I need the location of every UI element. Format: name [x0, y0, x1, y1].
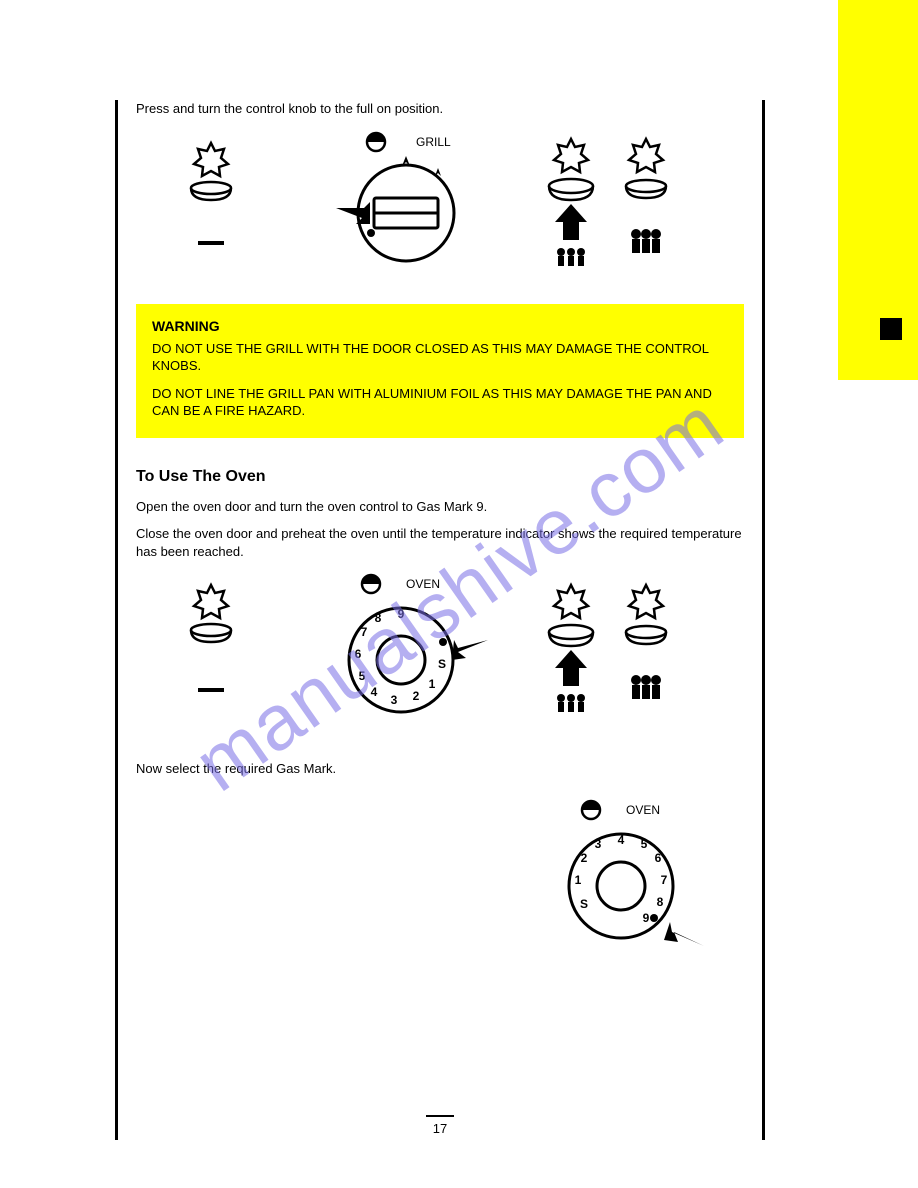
oven-label-1: OVEN: [406, 577, 440, 591]
svg-text:5: 5: [359, 669, 366, 683]
warning-box: WARNING DO NOT USE THE GRILL WITH THE DO…: [136, 304, 744, 438]
svg-text:2: 2: [581, 851, 588, 865]
oven-section-title: To Use The Oven: [136, 468, 744, 486]
oven-dial-select-icon: OVEN 4 3 2 1 S 5 6 7 8 9: [536, 796, 716, 966]
svg-text:4: 4: [371, 685, 378, 699]
side-tab: [838, 0, 918, 380]
grill-diagram: GRILL: [136, 128, 744, 298]
warning-line1: DO NOT USE THE GRILL WITH THE DOOR CLOSE…: [152, 340, 728, 375]
warning-line2: DO NOT LINE THE GRILL PAN WITH ALUMINIUM…: [152, 385, 728, 420]
svg-text:S: S: [580, 897, 588, 911]
burner-left-icon: [176, 138, 246, 278]
burner-right2-group-icon: [536, 580, 706, 740]
oven-diagram-2: OVEN 4 3 2 1 S 5 6 7 8 9: [136, 796, 744, 966]
oven-dial-9-icon: OVEN 9 8 7 6 5 4 3 2 1 S: [316, 570, 496, 740]
svg-text:3: 3: [595, 837, 602, 851]
oven-instr-1: Open the oven door and turn the oven con…: [136, 498, 744, 516]
oven-label-2: OVEN: [626, 803, 660, 817]
instruction-text: Press and turn the control knob to the f…: [136, 100, 744, 118]
page-number: 17: [426, 1115, 454, 1136]
svg-text:S: S: [438, 657, 446, 671]
svg-text:2: 2: [413, 689, 420, 703]
svg-text:1: 1: [429, 677, 436, 691]
pointer-arrow-right-icon: [452, 640, 488, 660]
svg-text:7: 7: [661, 873, 668, 887]
oven-diagram-1: OVEN 9 8 7 6 5 4 3 2 1 S: [136, 570, 744, 750]
svg-text:7: 7: [361, 625, 368, 639]
oven-instr-3: Now select the required Gas Mark.: [136, 760, 744, 778]
manual-page: Press and turn the control knob to the f…: [0, 0, 918, 1188]
svg-text:1: 1: [575, 873, 582, 887]
svg-text:8: 8: [375, 611, 382, 625]
svg-text:5: 5: [641, 837, 648, 851]
oven-instr-2: Close the oven door and preheat the oven…: [136, 525, 744, 560]
pointer-arrow-br-icon: [664, 922, 704, 946]
svg-text:9: 9: [398, 607, 405, 621]
grill-dial-icon: GRILL: [326, 128, 486, 288]
svg-text:9: 9: [643, 911, 650, 925]
page-content: Press and turn the control knob to the f…: [115, 100, 765, 1140]
warning-heading: WARNING: [152, 318, 728, 334]
svg-text:4: 4: [618, 833, 625, 847]
svg-text:6: 6: [655, 851, 662, 865]
grill-label: GRILL: [416, 135, 451, 149]
side-tab-marker: [880, 318, 902, 340]
svg-text:8: 8: [657, 895, 664, 909]
svg-text:6: 6: [355, 647, 362, 661]
burner-right-group-icon: [536, 134, 706, 284]
svg-text:3: 3: [391, 693, 398, 707]
burner-left2-icon: [176, 580, 246, 730]
